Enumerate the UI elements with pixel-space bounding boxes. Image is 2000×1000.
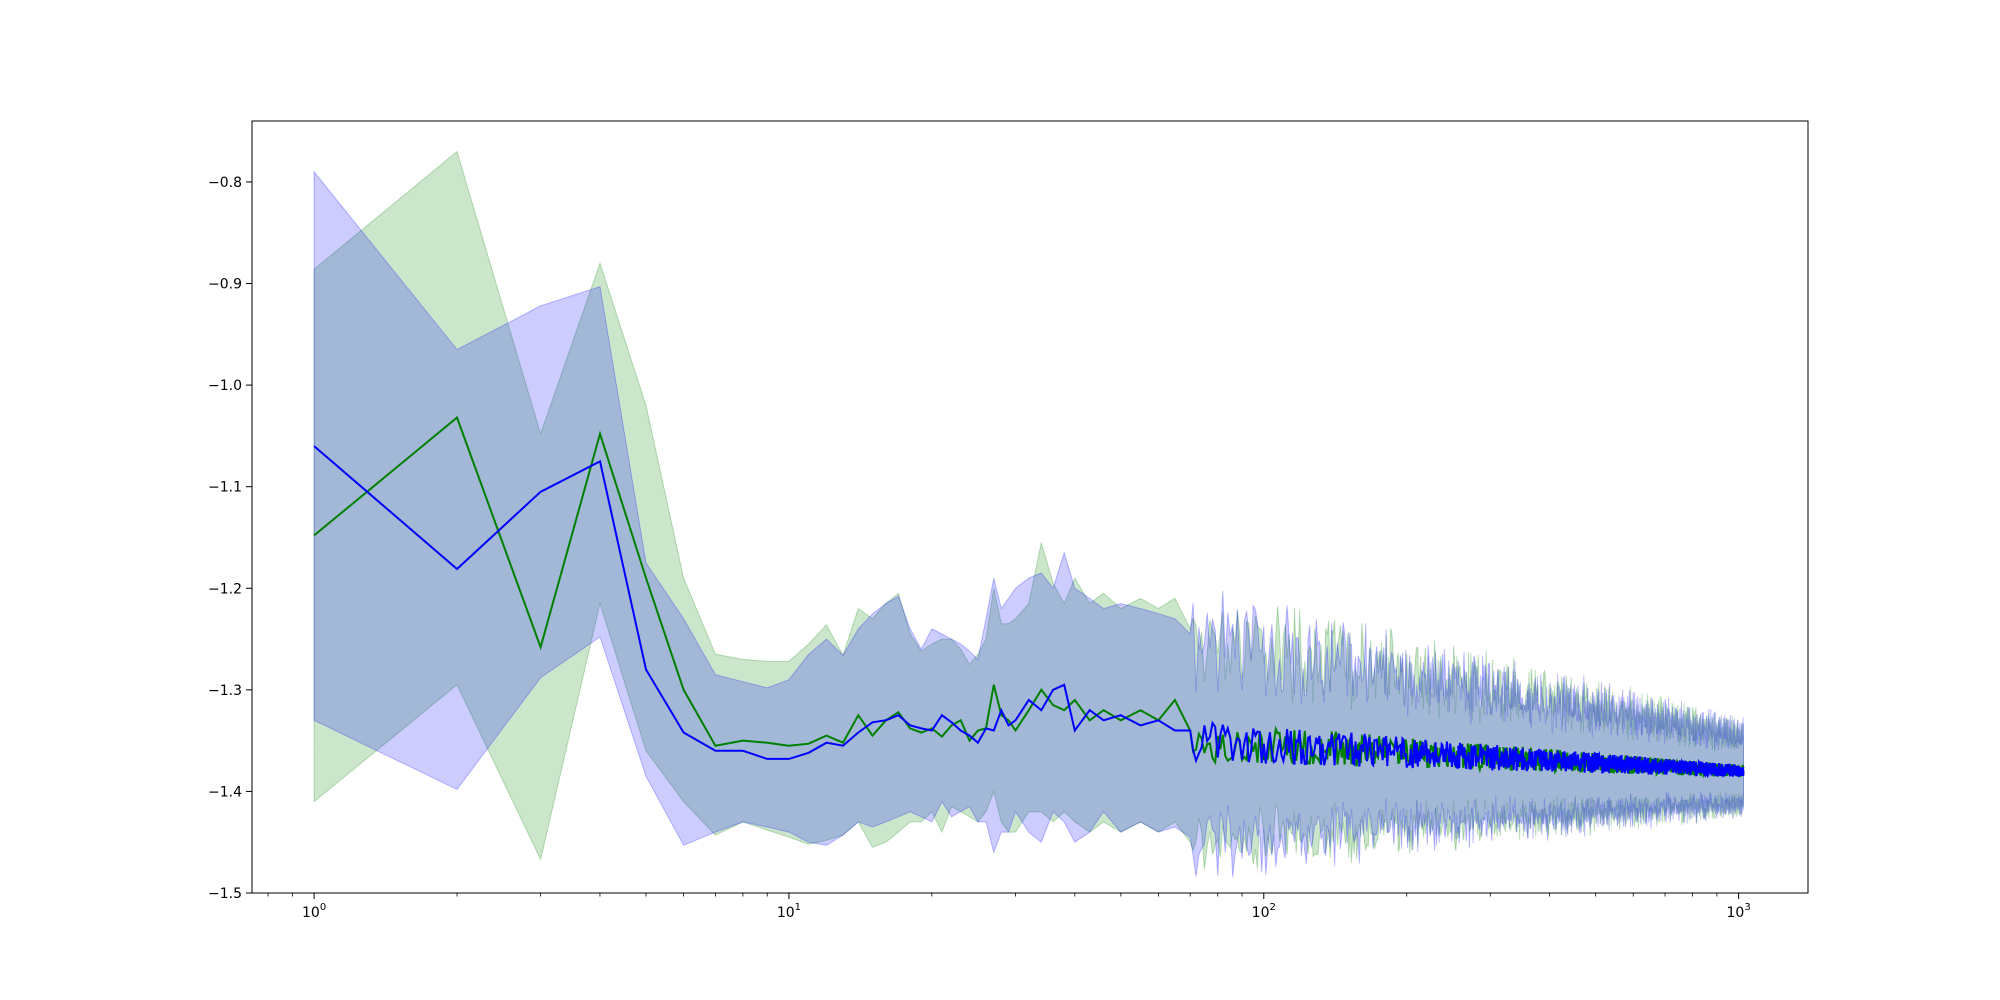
series-1-band xyxy=(313,170,1744,878)
y-tick-label: −0.8 xyxy=(208,175,242,191)
series-lines xyxy=(313,415,1745,779)
series-0-band xyxy=(313,150,1744,870)
y-tick-label: −0.9 xyxy=(208,277,242,293)
plot-frame xyxy=(251,120,1809,894)
x-tick-label: 103 xyxy=(1727,902,1751,921)
x-tick-label: 100 xyxy=(302,902,326,921)
y-tick-label: −1.1 xyxy=(208,480,242,496)
y-axis: −0.8 −0.9 −1.0 −1.1 −1.2 −1.3 −1.4 −1.5 xyxy=(208,175,252,902)
y-tick-label: −1.0 xyxy=(208,378,242,394)
x-axis: 100 101 102 103 xyxy=(267,893,1751,921)
y-tick-label: −1.3 xyxy=(208,683,242,699)
y-tick-label: −1.5 xyxy=(208,886,242,902)
x-tick-label: 101 xyxy=(777,902,801,921)
x-tick-label: 102 xyxy=(1252,902,1276,921)
y-tick-label: −1.2 xyxy=(208,581,242,597)
series-1-line xyxy=(313,445,1745,778)
y-tick-label: −1.4 xyxy=(208,784,242,800)
confidence-bands xyxy=(313,150,1744,878)
